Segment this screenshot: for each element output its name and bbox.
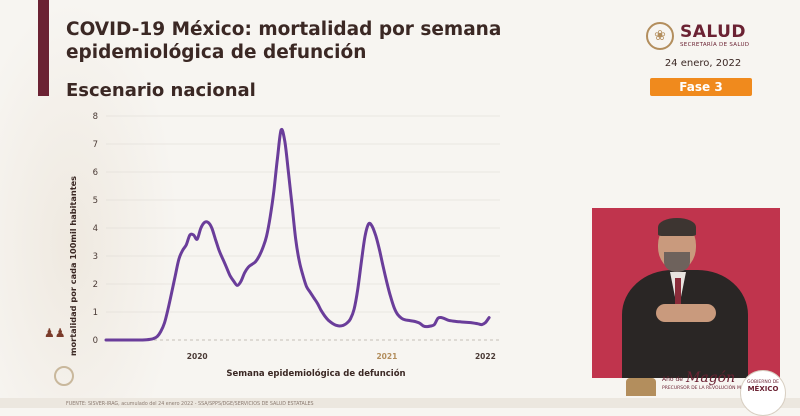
gov-seal-line1: GOBIERNO DE xyxy=(746,380,780,385)
magon-portrait-icon xyxy=(626,378,656,396)
page-subtitle: Escenario nacional xyxy=(66,80,256,101)
interpreter-beard xyxy=(664,252,690,272)
chart-grid xyxy=(106,115,500,341)
gov-seal-line2: MÉXICO xyxy=(747,385,779,393)
y-axis-ticks: 0 1 2 3 4 5 6 7 8 xyxy=(93,112,98,346)
title-line-1: COVID-19 México: mortalidad por semana xyxy=(66,19,502,40)
interpreter-hair xyxy=(658,218,696,236)
mortality-chart: 0 1 2 3 4 5 6 7 8 2020 2021 2022 mortalidad por ca… xyxy=(68,112,500,379)
banner-year: Año de xyxy=(662,376,683,383)
y-tick-label: 6 xyxy=(93,168,98,178)
interpreter-tie xyxy=(675,278,681,314)
page-title: COVID-19 México: mortalidad por semana e… xyxy=(66,18,501,64)
salud-logo: ❀ SALUD SECRETARÍA DE SALUD xyxy=(646,20,756,54)
y-tick-label: 5 xyxy=(93,196,98,206)
accent-bar xyxy=(38,0,49,96)
gobierno-mexico-seal: GOBIERNO DE MÉXICO xyxy=(740,370,786,416)
y-tick-label: 8 xyxy=(93,112,98,122)
phase-badge: Fase 3 xyxy=(650,78,752,96)
sign-language-interpreter xyxy=(592,208,780,378)
x-axis-ticks: 2020 2021 2022 xyxy=(187,352,496,361)
magon-banner: Año de Magón PRECURSOR DE LA REVOLUCIÓN … xyxy=(626,370,761,396)
y-tick-label: 2 xyxy=(93,280,98,290)
y-tick-label: 7 xyxy=(93,140,98,150)
y-tick-label: 1 xyxy=(93,308,98,318)
y-tick-label: 3 xyxy=(93,252,98,262)
report-date: 24 enero, 2022 xyxy=(664,58,742,69)
banner-caption: PRECURSOR DE LA REVOLUCIÓN MEXICANA xyxy=(662,386,761,391)
series-line xyxy=(104,127,491,342)
y-tick-label: 0 xyxy=(93,336,98,346)
eagle-seal-icon: ❀ xyxy=(646,22,674,50)
x-axis-label: Semana epidemiológica de defunción xyxy=(226,368,405,379)
x-tick-label: 2020 xyxy=(187,352,208,361)
people-icon: ♟♟ xyxy=(44,326,66,340)
title-line-2: epidemiológica de defunción xyxy=(66,42,367,63)
x-tick-label: 2021 xyxy=(376,352,397,361)
interpreter-body xyxy=(622,270,748,378)
x-tick-label: 2022 xyxy=(475,352,496,361)
data-source: FUENTE: SISVER-IRAG, acumulado del 24 en… xyxy=(66,402,314,407)
side-seal-icon xyxy=(54,366,74,386)
y-tick-label: 4 xyxy=(93,224,98,234)
agency-subtitle: SECRETARÍA DE SALUD xyxy=(680,42,750,48)
agency-name: SALUD xyxy=(680,22,747,42)
banner-name: Magón xyxy=(686,370,736,386)
footer-strip xyxy=(0,398,800,408)
y-axis-label: mortalidad por cada 100mil habitantes xyxy=(68,176,78,356)
interpreter-hands xyxy=(656,304,716,322)
